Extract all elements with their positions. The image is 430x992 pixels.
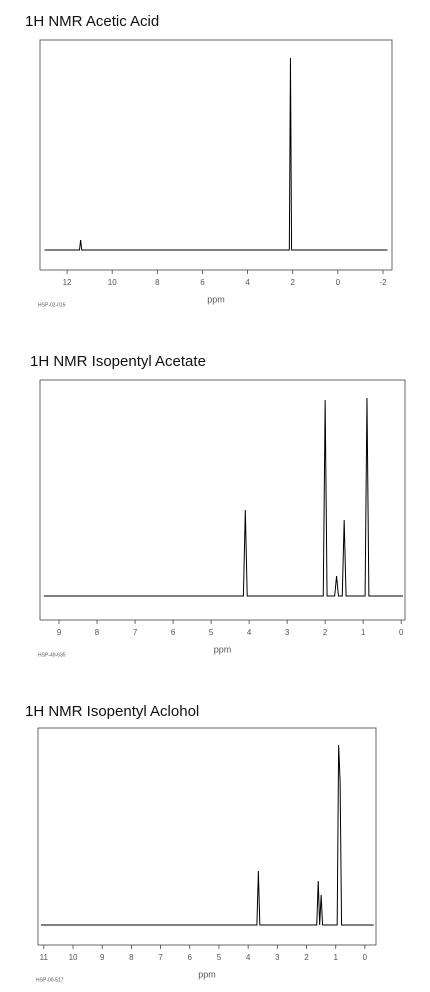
x-tick-label: 8: [155, 278, 160, 287]
x-tick-label: 6: [171, 628, 176, 637]
x-axis-label: ppm: [214, 644, 232, 654]
x-tick-label: 3: [275, 953, 280, 962]
x-tick-label: 12: [63, 278, 72, 287]
chart-title: 1H NMR Isopentyl Aclohol: [25, 703, 199, 720]
x-tick-label: 5: [209, 628, 214, 637]
x-tick-label: 6: [200, 278, 205, 287]
x-tick-label: 4: [247, 628, 252, 637]
x-tick-label: 0: [399, 628, 404, 637]
plot-frame: [39, 39, 393, 271]
x-tick-label: 5: [217, 953, 222, 962]
x-tick-label: 10: [69, 953, 78, 962]
x-tick-label: 2: [290, 278, 295, 287]
x-tick-label: 7: [133, 628, 138, 637]
x-tick-label: 8: [95, 628, 100, 637]
spectrum-line: [40, 744, 374, 926]
x-tick-label: 0: [363, 953, 368, 962]
x-tick-label: 2: [304, 953, 309, 962]
x-tick-label: 3: [285, 628, 290, 637]
chart-title: 1H NMR Acetic Acid: [25, 13, 159, 30]
x-tick-label: 1: [361, 628, 366, 637]
x-axis-label: ppm: [198, 969, 216, 979]
x-tick-label: 1: [333, 953, 338, 962]
x-tick-label: 7: [158, 953, 163, 962]
x-tick-label: 9: [57, 628, 62, 637]
spectrum-code: HSP-02-015: [38, 302, 66, 308]
spectrum-code: HSP-00-517: [36, 977, 64, 983]
x-tick-label: 8: [129, 953, 134, 962]
spectrum-code: HSP-49-635: [38, 652, 66, 658]
x-tick-label: 2: [323, 628, 328, 637]
plot-frame: [37, 727, 377, 946]
spectrum-line: [43, 397, 404, 597]
plot-frame: [39, 379, 406, 621]
x-tick-label: 4: [246, 953, 251, 962]
x-axis-label: ppm: [207, 294, 225, 304]
spectrum-line: [44, 57, 388, 251]
x-tick-label: 11: [40, 953, 49, 962]
chart-title: 1H NMR Isopentyl Acetate: [30, 353, 206, 370]
x-tick-label: 4: [245, 278, 250, 287]
x-tick-label: -2: [379, 278, 387, 287]
x-tick-label: 0: [336, 278, 341, 287]
x-tick-label: 6: [188, 953, 193, 962]
x-tick-label: 9: [100, 953, 105, 962]
x-tick-label: 10: [108, 278, 117, 287]
